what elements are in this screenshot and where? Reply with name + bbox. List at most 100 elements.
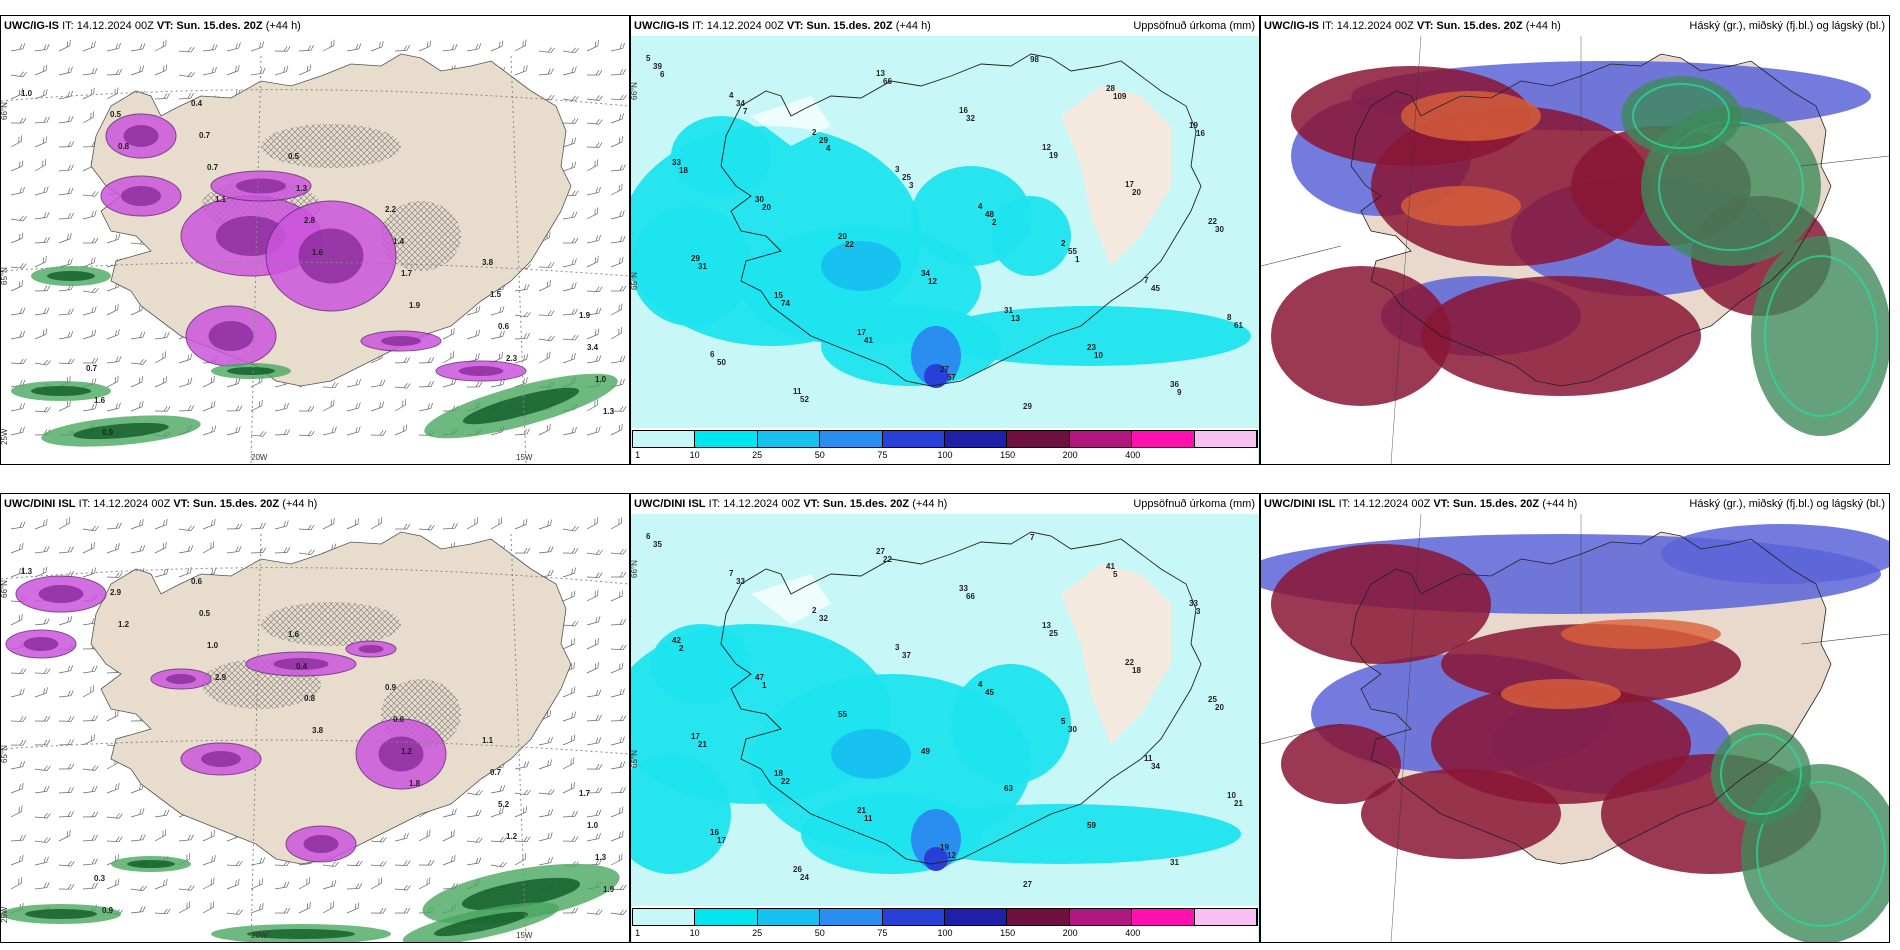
cloud-map[interactable]	[1261, 514, 1889, 942]
wind-barb-icon	[298, 549, 315, 556]
wind-barb-icon	[274, 520, 289, 530]
wind-barb-icon	[538, 759, 552, 770]
precip-value-label: 21	[857, 806, 866, 815]
panel-cloud-dini: UWC/DINI ISL IT: 14.12.2024 00Z VT: Sun.…	[1260, 493, 1890, 943]
wind-barb-icon	[562, 836, 579, 842]
precip-value-label: 2	[812, 606, 817, 615]
wind-barb-icon	[10, 330, 26, 340]
wind-barb-icon	[298, 405, 315, 412]
wind-barb-icon	[178, 545, 194, 554]
precip-value-label: 12	[1042, 143, 1051, 152]
wind-barb-icon	[610, 590, 624, 602]
wind-barb-icon	[298, 877, 310, 890]
wind-barb-icon	[10, 88, 23, 100]
precip-map[interactable]: 66°N65°N54234278611131612172229151727292…	[631, 36, 1259, 464]
precip-value-label: 6	[660, 70, 665, 79]
wind-barb-icon	[34, 785, 50, 794]
wind-barb-icon	[610, 830, 624, 842]
precip-value-label: 63	[1004, 784, 1013, 793]
precip-value-label: 34	[1151, 762, 1160, 771]
wind-barb-icon	[562, 782, 575, 794]
wind-barb-icon	[82, 256, 96, 268]
value-label: 0.7	[207, 163, 219, 172]
hatched-area	[261, 124, 401, 168]
lead-time: (+44 h)	[912, 498, 948, 510]
precip-value-label: 35	[653, 540, 662, 549]
precip-value-label: 19	[1189, 121, 1198, 130]
init-time: IT: 14.12.2024 00Z	[692, 20, 784, 32]
legend-tick-label: 100	[937, 450, 953, 460]
wind-barb-icon	[586, 207, 599, 220]
map-title: Uppsöfnuð úrkoma (mm)	[1133, 20, 1255, 32]
wind-barb-icon	[58, 358, 75, 365]
wind-barb-icon	[514, 547, 531, 554]
wind-barb-icon	[562, 282, 577, 292]
precip-value-label: 24	[800, 873, 809, 882]
wind-precip-map[interactable]: 66°N 65°N 15W 20W 25W 1.0 0.8 1.1 1.6 1.9 2.3 1.3 0.…	[1, 36, 629, 464]
high-cloud-area	[1281, 724, 1401, 804]
wind-barb-icon	[514, 353, 529, 364]
precip-value-label: 33	[736, 577, 745, 586]
longitude-line	[250, 55, 262, 464]
value-label: 0.6	[393, 715, 405, 724]
wind-barb-icon	[34, 882, 50, 890]
precip-value-label: 21	[1234, 799, 1243, 808]
wind-barb-icon	[298, 524, 315, 531]
wind-barb-icon	[34, 255, 47, 268]
lon-label: 25W	[1, 428, 9, 445]
grid-line	[1800, 155, 1889, 167]
wind-barb-icon	[58, 546, 74, 554]
wind-barb-icon	[10, 613, 23, 626]
wind-barb-icon	[298, 64, 312, 76]
panel-precip-igis: UWC/IG-IS IT: 14.12.2024 00Z VT: Sun. 15…	[630, 15, 1260, 465]
wind-barb-icon	[178, 377, 193, 388]
legend-swatch	[882, 909, 946, 925]
map-title: Háský (gr.), miðský (fj.bl.) og lágský (…	[1689, 20, 1885, 32]
wind-barb-icon	[370, 860, 387, 867]
legend-swatch	[633, 431, 696, 447]
model-name: UWC/DINI ISL	[1264, 498, 1336, 510]
cloud-map[interactable]	[1261, 36, 1889, 464]
wind-barb-icon	[58, 212, 74, 220]
wind-barb-icon	[274, 881, 290, 890]
wind-barb-icon	[250, 41, 264, 52]
wind-barb-icon	[154, 809, 170, 818]
precip-value-label: 22	[883, 555, 892, 564]
wind-barb-icon	[250, 878, 264, 890]
wind-barb-icon	[298, 430, 315, 437]
precip-area-max	[924, 847, 948, 871]
wind-barb-icon	[34, 43, 50, 52]
wind-barb-icon	[202, 519, 216, 530]
value-label: 0.6	[498, 322, 510, 331]
precip-value-label: 109	[1113, 92, 1127, 101]
wind-barb-icon	[610, 327, 622, 340]
wind-barb-icon	[514, 761, 530, 770]
value-label: 1.0	[587, 821, 599, 830]
wind-barb-icon	[610, 618, 626, 626]
wind-barb-icon	[586, 572, 603, 578]
value-label: 1.9	[409, 301, 421, 310]
precip-value-label: 26	[793, 865, 802, 874]
precip-map[interactable]: 66°N65°N67234511101626273313222517182119…	[631, 514, 1259, 942]
precip-value-label: 20	[838, 232, 847, 241]
legend-swatch	[1007, 909, 1070, 925]
wind-barb-icon	[82, 403, 98, 412]
wind-precip-map[interactable]: 66°N 65°N 15W 20W 25W 1.3 1.2 2.9 3.8 1.8 1.2 1.9 2.…	[1, 514, 629, 942]
wind-barb-icon	[154, 406, 171, 412]
wind-barb-icon	[82, 785, 98, 794]
wind-barb-icon	[322, 382, 339, 388]
wind-barb-icon	[610, 355, 626, 364]
precip-blob-core	[458, 366, 504, 376]
precip-value-label: 34	[921, 269, 930, 278]
wind-barb-icon	[106, 69, 123, 76]
wind-barb-icon	[250, 431, 267, 437]
wind-barb-icon	[442, 829, 455, 842]
precip-value-label: 98	[1030, 55, 1039, 64]
wind-barb-icon	[58, 66, 73, 76]
value-label: 0.9	[102, 906, 114, 915]
valid-time: Sun. 15.des. 20Z	[176, 20, 263, 32]
precip-value-label: 41	[1106, 562, 1115, 571]
precip-value-label: 27	[940, 365, 949, 374]
wind-barb-icon	[610, 517, 623, 530]
precip-value-label: 4	[978, 202, 983, 211]
